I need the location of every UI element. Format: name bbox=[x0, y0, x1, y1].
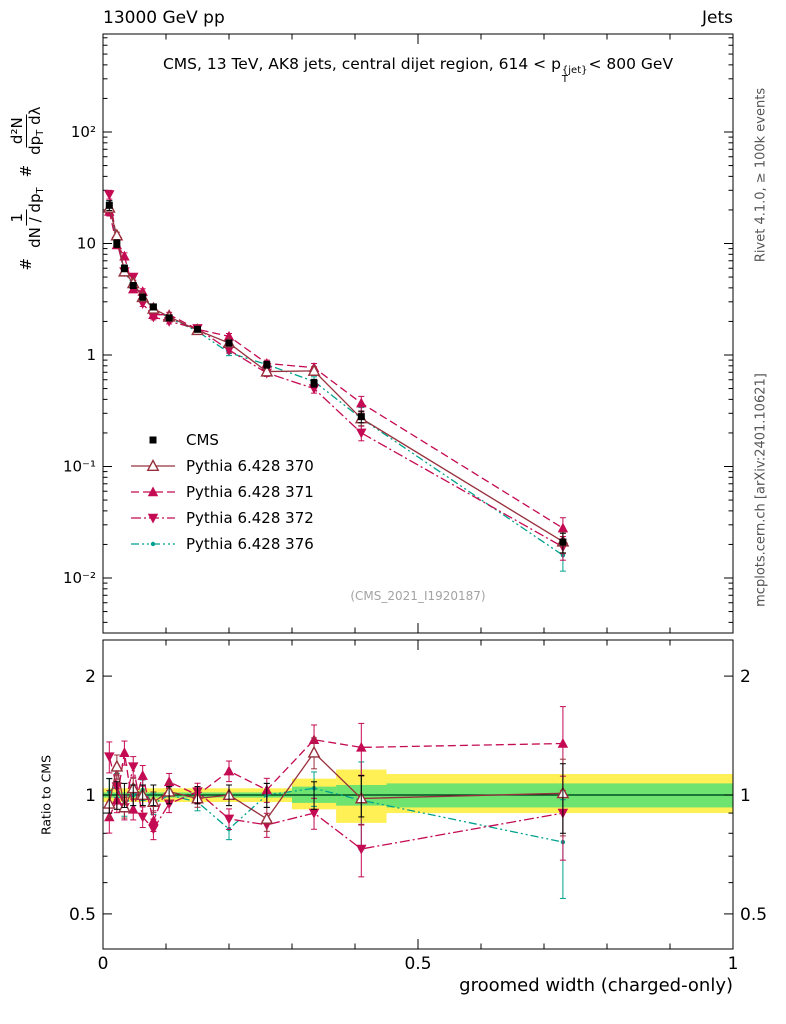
pt-subscript: T bbox=[561, 74, 569, 85]
series-main-cms bbox=[105, 200, 567, 554]
ratio-y-axis-label: Ratio to CMS bbox=[38, 754, 54, 836]
legend-item: CMS bbox=[130, 431, 314, 449]
axis-tick-label: 10⁻¹ bbox=[63, 458, 96, 476]
x-axis-label: groomed width (charged-only) bbox=[459, 975, 733, 996]
axis-tick-label: 0.5 bbox=[740, 905, 767, 925]
legend-marker-dot-icon bbox=[131, 541, 175, 547]
legend-label: Pythia 6.428 371 bbox=[186, 483, 314, 501]
axis-tick-label: 1 bbox=[86, 346, 96, 364]
axis-tick-label: 0.5 bbox=[404, 954, 431, 974]
legend-item: Pythia 6.428 370 bbox=[130, 457, 314, 475]
axis-ticks bbox=[102, 34, 734, 949]
main-title: CMS, 13 TeV, AK8 jets, central dijet reg… bbox=[103, 55, 733, 85]
main-title-prefix: CMS, 13 TeV, AK8 jets, central dijet reg… bbox=[162, 55, 561, 73]
ylabel-fraction-2: d²N dpT dλ bbox=[8, 106, 46, 155]
series-ratio-cms bbox=[106, 763, 566, 834]
legend-marker-triangle-open-icon bbox=[131, 459, 175, 471]
pt-jet-notation: {jet} T bbox=[561, 65, 588, 85]
legend-item: Pythia 6.428 372 bbox=[130, 509, 314, 527]
legend-marker-triangle-icon bbox=[131, 486, 175, 497]
axis-tick-label: 2 bbox=[85, 667, 96, 687]
pt-superscript: {jet} bbox=[561, 65, 588, 76]
axis-tick-label: 1 bbox=[85, 786, 96, 806]
axis-tick-label: 0.5 bbox=[69, 905, 96, 925]
legend-item: Pythia 6.428 371 bbox=[130, 483, 314, 501]
process-label: Jets bbox=[702, 8, 733, 28]
beam-energy-label: 13000 GeV pp bbox=[103, 8, 225, 28]
legend-marker-square-icon bbox=[149, 436, 157, 444]
axis-tick-label: 10 bbox=[77, 235, 96, 253]
axis-tick-label: 1 bbox=[728, 954, 739, 974]
series-ratio-pythia-6-428-371 bbox=[104, 706, 569, 834]
legend-label: CMS bbox=[186, 431, 219, 449]
axis-tick-label: 10² bbox=[71, 123, 96, 141]
main-title-suffix: < 800 GeV bbox=[588, 55, 674, 73]
axis-tick-label: 10⁻² bbox=[63, 569, 96, 587]
legend-label: Pythia 6.428 372 bbox=[186, 509, 314, 527]
mcplots-reference-note: mcplots.cern.ch [arXiv:2401.10621] bbox=[753, 373, 769, 607]
ylabel-hash-2: # bbox=[17, 164, 35, 178]
ylabel-fraction-1: 1 dN / dpT bbox=[8, 187, 46, 248]
legend-marker-triangle-down-icon bbox=[131, 513, 175, 524]
legend-item: Pythia 6.428 376 bbox=[130, 535, 314, 553]
axis-tick-label: 1 bbox=[740, 786, 751, 806]
ylabel-hash-1: # bbox=[17, 257, 35, 271]
rivet-version-note: Rivet 4.1.0, ≥ 100k events bbox=[753, 87, 769, 263]
legend: CMS Pythia 6.428 370 Pythia 6.428 371 Pythi… bbox=[130, 431, 314, 553]
y-axis-label: # 1 dN / dpT # d²N dpT dλ bbox=[8, 104, 46, 271]
legend-label: Pythia 6.428 370 bbox=[186, 457, 314, 475]
axis-tick-label: 2 bbox=[740, 667, 751, 687]
watermark: (CMS_2021_I1920187) bbox=[350, 589, 486, 603]
legend-label: Pythia 6.428 376 bbox=[186, 535, 314, 553]
axis-tick-label: 0 bbox=[98, 954, 109, 974]
